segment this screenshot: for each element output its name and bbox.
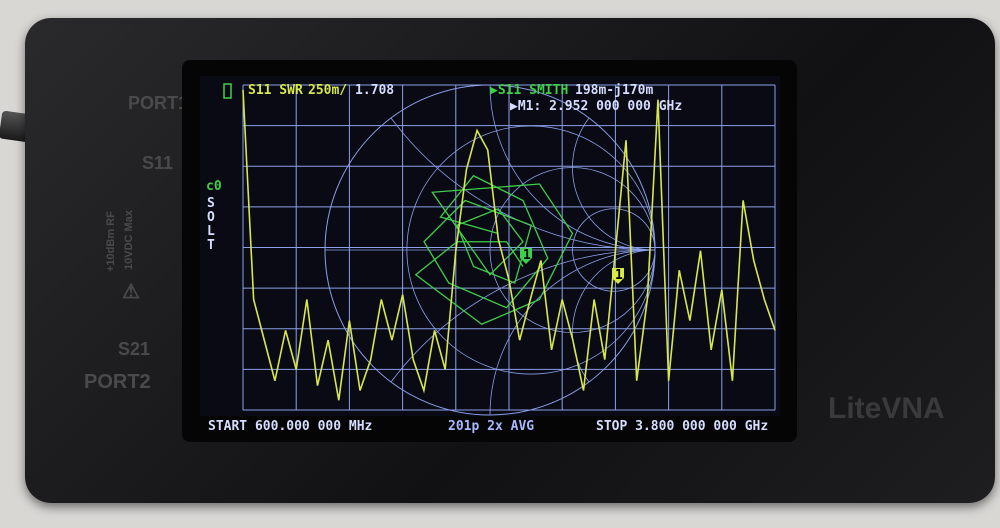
cal-slot: c0: [206, 179, 222, 194]
marker-readout: ▶M1: 2.952 000 000 GHz: [510, 99, 682, 114]
battery-icon: [223, 83, 232, 99]
marker-smith-id: 1: [523, 248, 531, 263]
warning-icon: ⚠: [122, 281, 140, 303]
brand-logo: LiteVNA: [828, 392, 945, 425]
trace1-value: 1.708: [355, 83, 394, 98]
stop-frequency[interactable]: STOP 3.800 000 000 GHz: [596, 419, 768, 434]
trace1-label[interactable]: S11 SWR: [248, 83, 303, 98]
smith-reactance-arc: [489, 249, 656, 416]
smith-trace: [414, 174, 574, 325]
swr-trace: [242, 89, 776, 401]
smith-reactance-arc: [390, 117, 656, 251]
marker-swr[interactable]: 1: [612, 268, 624, 284]
marker-swr-id: 1: [615, 268, 623, 283]
s11-label: S11: [142, 153, 174, 173]
s21-label: S21: [118, 339, 151, 359]
start-frequency[interactable]: START 600.000 000 MHz: [208, 419, 372, 434]
grid: [242, 84, 776, 411]
smith-reactance-arc: [390, 249, 656, 383]
trace2-label[interactable]: ▶S11 SMITH: [490, 83, 568, 98]
smith-reactance-arc: [489, 84, 656, 251]
port2-label: PORT2: [84, 371, 151, 393]
sweep-points[interactable]: 201p 2x AVG: [448, 419, 534, 434]
trace2-value: 198m-j170m: [575, 83, 653, 98]
smith-grid: [324, 84, 656, 416]
port1-label: PORT1: [128, 93, 189, 113]
trace1-scale: 250m/: [308, 83, 347, 98]
smith-reactance-arc: [572, 117, 656, 251]
marker-smith[interactable]: 1: [520, 248, 532, 264]
